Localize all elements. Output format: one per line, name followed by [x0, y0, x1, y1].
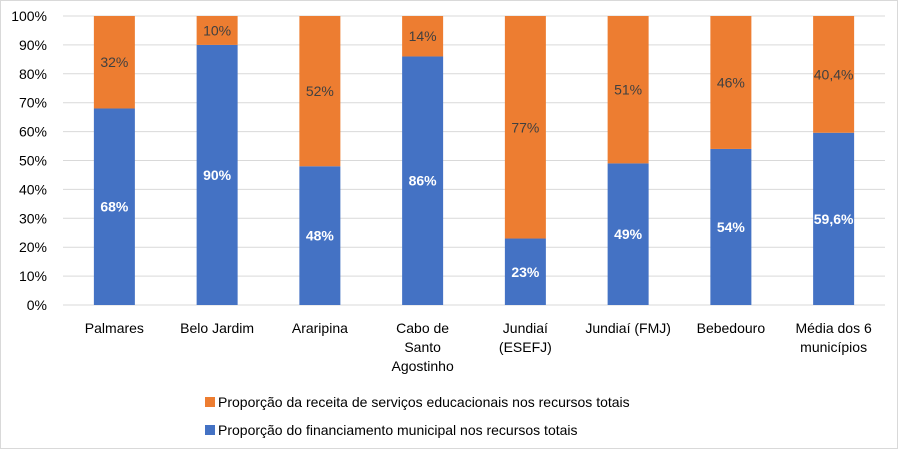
- y-tick-label: 40%: [19, 181, 47, 197]
- legend-swatch: [205, 425, 215, 435]
- bar-segment-municipal: [813, 132, 855, 305]
- data-label: 77%: [511, 119, 539, 135]
- bar-segment-services: [607, 16, 649, 164]
- y-tick-label: 20%: [19, 239, 47, 255]
- data-label: 23%: [511, 264, 540, 280]
- x-tick-label: Média dos 6: [795, 320, 871, 336]
- data-label: 49%: [614, 226, 643, 242]
- x-tick-label: (ESEFJ): [499, 339, 552, 355]
- y-tick-label: 80%: [19, 66, 47, 82]
- bar-segment-services: [504, 16, 546, 239]
- bar-segment-municipal: [93, 108, 135, 305]
- data-label: 52%: [306, 83, 334, 99]
- data-label: 86%: [409, 173, 438, 189]
- y-tick-label: 90%: [19, 37, 47, 53]
- data-label: 40,4%: [814, 66, 854, 82]
- bar-segment-services: [196, 16, 238, 45]
- data-label: 14%: [409, 28, 437, 44]
- y-tick-label: 70%: [19, 95, 47, 111]
- x-tick-label: Bebedouro: [697, 320, 766, 336]
- x-tick-label: Araripina: [292, 320, 348, 336]
- x-tick-label: Santo: [404, 339, 441, 355]
- x-tick-label: municípios: [800, 339, 867, 355]
- y-tick-label: 60%: [19, 124, 47, 140]
- bar-segment-municipal: [299, 166, 341, 305]
- legend-swatch: [205, 397, 215, 407]
- bar-segment-municipal: [607, 163, 649, 305]
- legend-label: Proporção do financiamento municipal nos…: [218, 422, 578, 438]
- y-tick-label: 100%: [11, 8, 47, 24]
- data-label: 32%: [100, 54, 128, 70]
- bar-segment-services: [299, 16, 341, 167]
- data-label: 48%: [306, 228, 335, 244]
- y-tick-label: 30%: [19, 210, 47, 226]
- data-label: 59,6%: [814, 211, 854, 227]
- legend-label: Proporção da receita de serviços educaci…: [218, 394, 630, 410]
- y-tick-label: 0%: [27, 297, 47, 313]
- bar-segment-municipal: [504, 238, 546, 305]
- y-tick-label: 10%: [19, 268, 47, 284]
- bar-segment-services: [93, 16, 135, 109]
- bar-segment-municipal: [710, 148, 752, 305]
- x-tick-label: Belo Jardim: [180, 320, 254, 336]
- x-tick-label: Jundiaí: [503, 320, 548, 336]
- x-tick-label: Jundiaí (FMJ): [585, 320, 671, 336]
- data-label: 90%: [203, 167, 232, 183]
- data-label: 46%: [717, 74, 745, 90]
- y-tick-label: 50%: [19, 153, 47, 169]
- data-label: 68%: [100, 199, 129, 215]
- data-label: 54%: [717, 219, 746, 235]
- bar-segment-municipal: [196, 44, 238, 306]
- x-tick-label: Agostinho: [391, 358, 453, 374]
- data-label: 10%: [203, 22, 231, 38]
- data-label: 51%: [614, 82, 642, 98]
- x-tick-label: Palmares: [85, 320, 144, 336]
- bar-segment-services: [813, 16, 855, 133]
- bar-segment-services: [710, 16, 752, 149]
- bar-segment-services: [402, 16, 444, 57]
- bar-segment-municipal: [402, 56, 444, 306]
- x-tick-label: Cabo de: [396, 320, 449, 336]
